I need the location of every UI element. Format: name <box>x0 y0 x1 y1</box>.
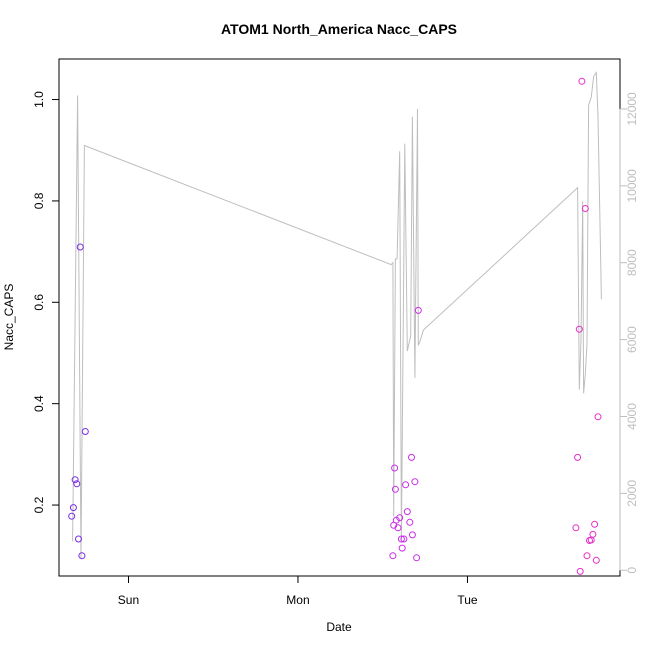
data-point <box>397 535 405 543</box>
y-axis-label: Nacc_CAPS <box>2 284 16 351</box>
data-point <box>575 325 583 333</box>
data-point <box>411 478 419 486</box>
secondary-series-line-group <box>72 70 602 559</box>
data-point <box>406 518 414 526</box>
data-point <box>81 428 89 435</box>
data-point <box>394 524 402 532</box>
data-point <box>592 556 600 564</box>
data-point <box>578 77 586 85</box>
data-point <box>400 535 408 543</box>
secondary-y-tick-label: 2000 <box>625 480 639 507</box>
data-point <box>68 512 76 520</box>
data-point <box>594 413 602 421</box>
data-point <box>408 453 415 461</box>
data-point <box>589 530 597 538</box>
data-point <box>73 480 81 488</box>
data-point <box>69 504 77 512</box>
data-point <box>71 476 79 484</box>
data-point <box>591 520 599 528</box>
x-axis: Sun Mon Tue <box>118 575 478 607</box>
y-tick-label: 0.6 <box>32 294 46 311</box>
data-point <box>75 535 82 543</box>
x-tick-label: Mon <box>286 593 309 607</box>
data-point <box>78 552 86 560</box>
data-point <box>391 485 399 493</box>
secondary-y-tick-label: 10000 <box>625 169 639 203</box>
secondary-y-tick-label: 6000 <box>625 326 639 353</box>
secondary-y-tick-label: 0 <box>625 567 639 574</box>
data-point <box>413 554 421 562</box>
secondary-y-tick-label: 12000 <box>625 92 639 126</box>
y-tick-label: 0.8 <box>32 192 46 209</box>
data-point <box>583 552 591 560</box>
data-point <box>414 306 422 314</box>
chart-title: ATOM1 North_America Nacc_CAPS <box>221 21 457 37</box>
data-point <box>398 544 406 552</box>
data-point <box>574 453 582 461</box>
data-point <box>396 514 404 522</box>
secondary-series-line <box>72 70 602 559</box>
secondary-y-axis: 0 2000 4000 6000 8000 10000 12000 <box>619 92 639 574</box>
x-tick-label: Sun <box>118 593 139 607</box>
data-point <box>76 243 84 251</box>
data-point <box>389 552 397 560</box>
data-point <box>402 481 410 489</box>
y-tick-label: 1.0 <box>32 91 46 108</box>
data-points <box>68 77 602 575</box>
data-point <box>576 567 584 575</box>
data-point <box>408 531 416 539</box>
data-point <box>391 464 399 472</box>
y-tick-label: 0.4 <box>32 395 46 412</box>
plot-frame <box>58 58 621 577</box>
secondary-y-tick-label: 8000 <box>625 249 639 276</box>
secondary-y-tick-label: 4000 <box>625 403 639 430</box>
y-axis: 0.2 0.4 0.6 0.8 1.0 <box>32 91 60 513</box>
data-point <box>403 508 411 516</box>
x-tick-label: Tue <box>457 593 478 607</box>
x-axis-label: Date <box>326 620 352 634</box>
y-tick-label: 0.2 <box>32 496 46 513</box>
data-point <box>581 205 589 212</box>
data-point <box>572 524 580 532</box>
